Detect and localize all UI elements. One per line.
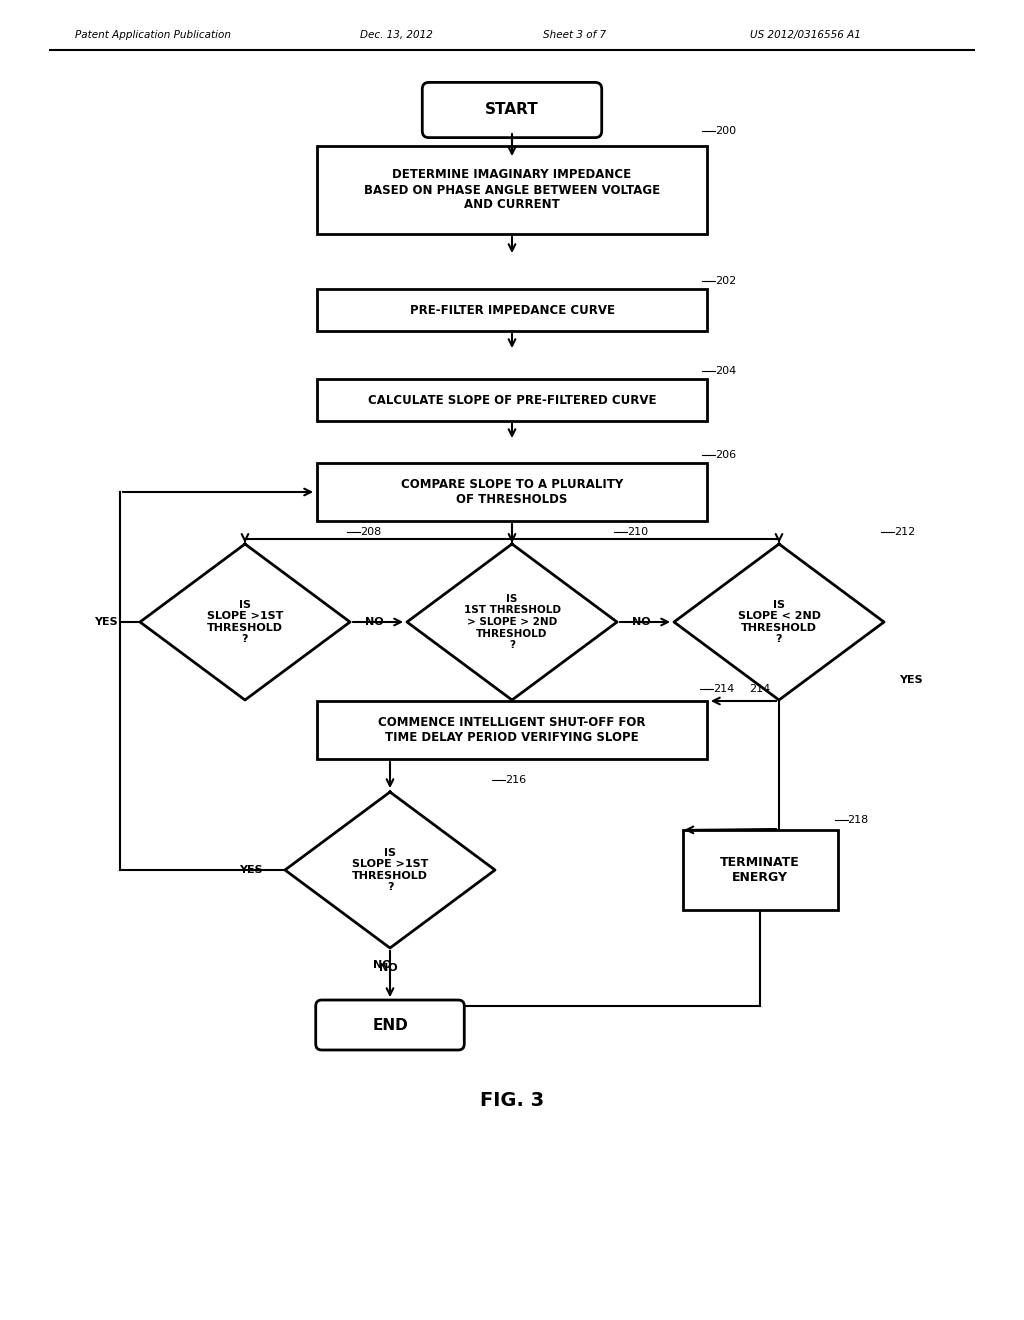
Text: COMPARE SLOPE TO A PLURALITY
OF THRESHOLDS: COMPARE SLOPE TO A PLURALITY OF THRESHOL… bbox=[400, 478, 624, 506]
Text: PRE-FILTER IMPEDANCE CURVE: PRE-FILTER IMPEDANCE CURVE bbox=[410, 304, 614, 317]
Text: YES: YES bbox=[94, 616, 118, 627]
Text: NO: NO bbox=[632, 616, 650, 627]
Text: Sheet 3 of 7: Sheet 3 of 7 bbox=[543, 30, 606, 40]
Bar bbox=[317, 379, 707, 421]
Text: 210: 210 bbox=[627, 527, 648, 537]
Text: TERMINATE
ENERGY: TERMINATE ENERGY bbox=[720, 855, 800, 884]
Text: YES: YES bbox=[493, 711, 516, 722]
Text: CALCULATE SLOPE OF PRE-FILTERED CURVE: CALCULATE SLOPE OF PRE-FILTERED CURVE bbox=[368, 393, 656, 407]
Polygon shape bbox=[140, 544, 350, 700]
Text: FIG. 3: FIG. 3 bbox=[480, 1090, 544, 1110]
Text: US 2012/0316556 A1: US 2012/0316556 A1 bbox=[750, 30, 861, 40]
Text: START: START bbox=[485, 103, 539, 117]
Bar bbox=[317, 463, 707, 521]
Polygon shape bbox=[407, 544, 617, 700]
Text: END: END bbox=[372, 1018, 408, 1032]
Polygon shape bbox=[285, 792, 495, 948]
Polygon shape bbox=[674, 544, 884, 700]
Bar bbox=[317, 289, 707, 331]
Text: IS
SLOPE < 2ND
THRESHOLD
?: IS SLOPE < 2ND THRESHOLD ? bbox=[737, 599, 820, 644]
Text: 218: 218 bbox=[848, 814, 868, 825]
Bar bbox=[317, 701, 707, 759]
FancyBboxPatch shape bbox=[422, 82, 602, 137]
Text: 216: 216 bbox=[505, 775, 526, 785]
Text: 214: 214 bbox=[749, 684, 770, 694]
Text: 214: 214 bbox=[713, 684, 734, 694]
Text: Dec. 13, 2012: Dec. 13, 2012 bbox=[360, 30, 433, 40]
Text: IS
SLOPE >1ST
THRESHOLD
?: IS SLOPE >1ST THRESHOLD ? bbox=[207, 599, 284, 644]
Text: 200: 200 bbox=[715, 125, 736, 136]
Text: IS
1ST THRESHOLD
> SLOPE > 2ND
THRESHOLD
?: IS 1ST THRESHOLD > SLOPE > 2ND THRESHOLD… bbox=[464, 594, 560, 651]
Bar bbox=[317, 147, 707, 234]
Text: 202: 202 bbox=[715, 276, 736, 286]
Text: NO: NO bbox=[379, 964, 397, 973]
Text: IS
SLOPE >1ST
THRESHOLD
?: IS SLOPE >1ST THRESHOLD ? bbox=[352, 847, 428, 892]
Text: YES: YES bbox=[240, 865, 263, 875]
Text: 204: 204 bbox=[715, 366, 736, 376]
Text: Patent Application Publication: Patent Application Publication bbox=[75, 30, 231, 40]
Bar bbox=[683, 830, 838, 909]
Text: 206: 206 bbox=[715, 450, 736, 459]
Text: 212: 212 bbox=[894, 527, 915, 537]
Text: NO: NO bbox=[365, 616, 384, 627]
Text: YES: YES bbox=[899, 675, 923, 685]
FancyBboxPatch shape bbox=[315, 1001, 464, 1049]
Text: 208: 208 bbox=[360, 527, 381, 537]
Text: NO: NO bbox=[373, 960, 391, 970]
Text: COMMENCE INTELLIGENT SHUT-OFF FOR
TIME DELAY PERIOD VERIFYING SLOPE: COMMENCE INTELLIGENT SHUT-OFF FOR TIME D… bbox=[378, 715, 646, 744]
Text: DETERMINE IMAGINARY IMPEDANCE
BASED ON PHASE ANGLE BETWEEN VOLTAGE
AND CURRENT: DETERMINE IMAGINARY IMPEDANCE BASED ON P… bbox=[364, 169, 660, 211]
